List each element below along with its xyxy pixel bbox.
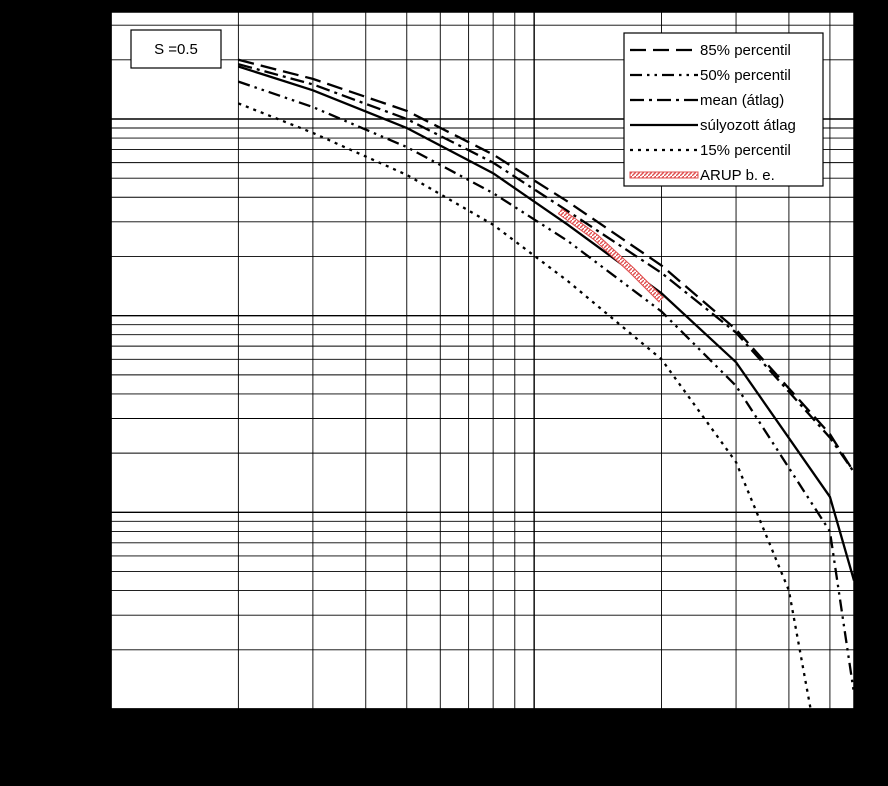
- legend-label-mean-tlag: mean (átlag): [700, 92, 784, 109]
- annotation-box: S =0.5: [130, 29, 222, 69]
- legend-label-85-percentil: 85% percentil: [700, 42, 791, 59]
- series-line-mean-tlag: [238, 63, 854, 473]
- series-line-50-percentil: [238, 80, 854, 694]
- legend-label-15-percentil: 15% percentil: [700, 142, 791, 159]
- legend-label-s-lyozott-tlag: súlyozott átlag: [700, 117, 796, 134]
- series-layer: [237, 58, 854, 709]
- legend: 85% percentil 50% percentil mean (átlag) sú…: [623, 32, 824, 187]
- plot-frame: [110, 11, 855, 710]
- series-line-15-percentil: [237, 102, 812, 709]
- annotation-label: S =0.5: [154, 41, 198, 58]
- series-line-s-lyozott-tlag: [238, 65, 854, 581]
- legend-label-50-percentil: 50% percentil: [700, 67, 791, 84]
- series-line-arup-b-e: [558, 209, 664, 302]
- legend-swatch-arup-b-e: [629, 171, 699, 179]
- annotation-frame: [130, 29, 222, 69]
- legend-frame: [623, 32, 824, 187]
- legend-label-arup-b-e: ARUP b. e.: [700, 167, 775, 184]
